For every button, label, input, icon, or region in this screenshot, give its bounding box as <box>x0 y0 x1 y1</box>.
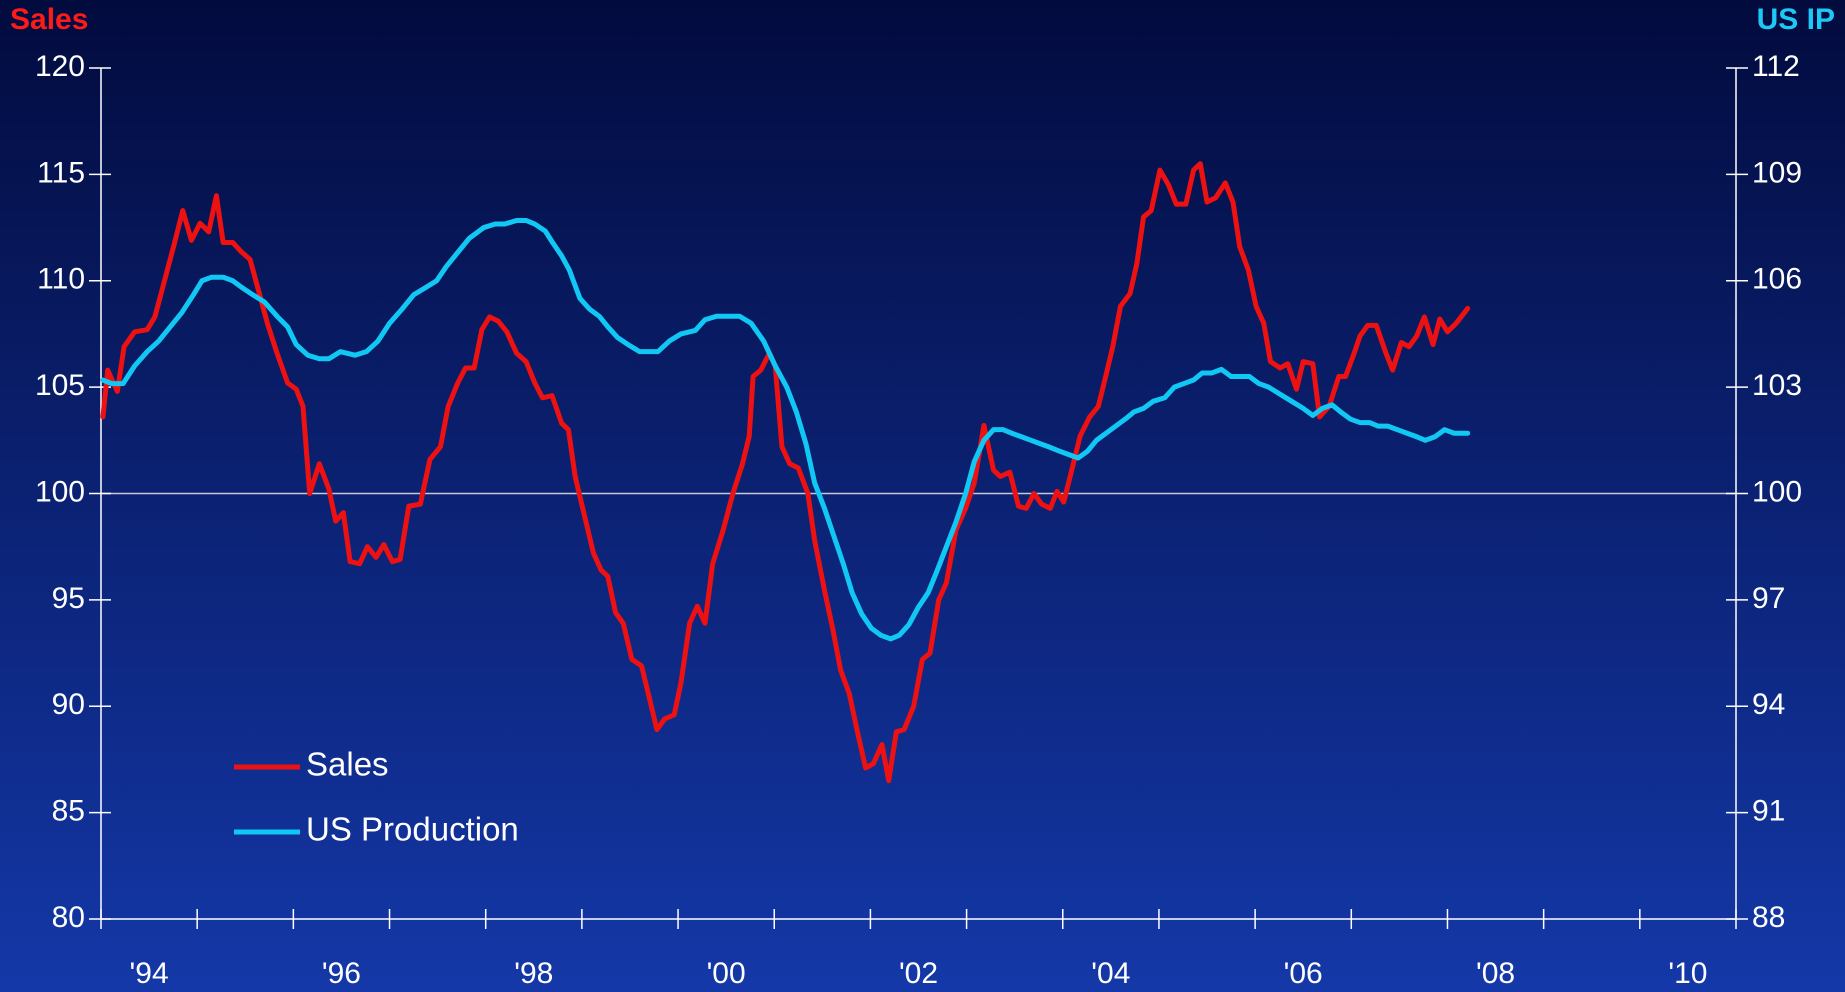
y-tick-label: 95 <box>52 582 85 615</box>
x-tick-label: '04 <box>1091 957 1130 990</box>
x-tick-label: '98 <box>514 957 553 990</box>
y-tick-label: 80 <box>52 901 85 934</box>
y2-axis-title: US IP <box>1757 3 1835 36</box>
y2-tick-label: 103 <box>1752 369 1802 402</box>
x-tick-label: '96 <box>322 957 361 990</box>
y-tick-label: 90 <box>52 688 85 721</box>
y-tick-label: 105 <box>35 369 85 402</box>
y2-tick-label: 112 <box>1752 50 1800 83</box>
x-tick-label: '94 <box>130 957 169 990</box>
x-tick-label: '06 <box>1284 957 1323 990</box>
x-tick-label: '10 <box>1668 957 1707 990</box>
y2-tick-label: 91 <box>1752 795 1785 828</box>
y-tick-label: 120 <box>35 50 85 83</box>
x-tick-label: '02 <box>899 957 938 990</box>
x-tick-label: '00 <box>707 957 746 990</box>
y2-tick-label: 88 <box>1752 901 1785 934</box>
y-tick-label: 110 <box>37 263 85 296</box>
y-tick-label: 85 <box>52 795 85 828</box>
series-line <box>100 161 1471 784</box>
x-tick-label: '08 <box>1476 957 1515 990</box>
y2-tick-label: 94 <box>1752 688 1785 721</box>
y2-tick-label: 109 <box>1752 156 1802 189</box>
y2-tick-label: 100 <box>1752 475 1802 508</box>
series-line <box>100 217 1471 642</box>
y2-tick-label: 97 <box>1752 582 1785 615</box>
y2-tick-label: 106 <box>1752 263 1802 296</box>
y-tick-label: 115 <box>37 156 85 189</box>
legend-label: Sales <box>306 746 389 783</box>
y-tick-label: 100 <box>35 475 85 508</box>
legend-label: US Production <box>306 811 519 848</box>
y-axis-title: Sales <box>10 3 88 36</box>
